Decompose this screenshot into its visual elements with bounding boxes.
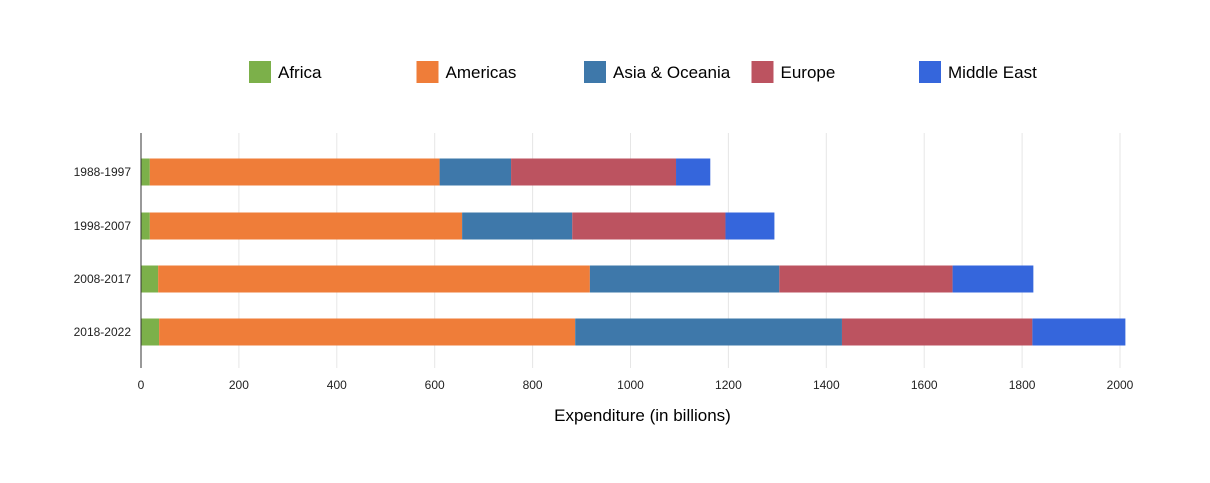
y-tick-label: 2008-2017 [74,272,132,286]
y-tick-label: 1998-2007 [74,219,132,233]
bar-segment-africa [141,212,150,240]
legend-label: Europe [781,63,836,82]
legend: Africa Americas Asia & Oceania Europe Middle… [249,61,1037,83]
x-tick-label: 1000 [617,378,644,392]
legend-label: Africa [278,63,322,82]
bars [141,158,1126,346]
x-tick-label: 2000 [1107,378,1134,392]
x-tick-label: 1400 [813,378,840,392]
bar-segment-asia-oceania [589,265,780,293]
bar-segment-americas [149,212,463,240]
legend-item: Asia & Oceania [584,61,731,83]
bar-segment-africa [141,318,160,346]
legend-label: Americas [446,63,517,82]
bar-segment-middle-east [952,265,1034,293]
bar-segment-europe [511,158,677,186]
x-tick-labels: 0 200 400 600 800 1000 1200 1400 1600 1800 2000 [138,378,1134,392]
legend-swatch [416,61,439,83]
x-tick-label: 200 [229,378,249,392]
bar-segment-middle-east [725,212,775,240]
bar-segment-asia-oceania [575,318,842,346]
bar-segment-africa [141,265,159,293]
x-tick-label: 0 [138,378,145,392]
x-tick-label: 1600 [911,378,938,392]
bar-segment-americas [149,158,440,186]
bar-segment-europe [779,265,953,293]
legend-swatch [584,61,606,83]
x-tick-label: 1800 [1009,378,1036,392]
bar-segment-asia-oceania [439,158,512,186]
x-tick-label: 600 [425,378,445,392]
bar-segment-asia-oceania [462,212,573,240]
legend-label: Middle East [948,63,1037,82]
legend-swatch [249,61,271,83]
bar-segment-europe [841,318,1033,346]
x-tick-label: 400 [327,378,347,392]
y-tick-label: 1988-1997 [74,165,132,179]
x-tick-label: 800 [523,378,543,392]
legend-swatch [751,61,774,83]
legend-item: Middle East [919,61,1037,83]
bar-segment-americas [158,265,590,293]
legend-item: Africa [249,61,322,83]
legend-item: Europe [751,61,836,83]
y-tick-label: 2018-2022 [74,325,132,339]
bar-segment-americas [159,318,576,346]
bar-segment-middle-east [1032,318,1126,346]
legend-item: Americas [416,61,517,83]
y-tick-labels: 1988-1997 1998-2007 2008-2017 2018-2022 [74,165,132,339]
bar-segment-africa [141,158,150,186]
bar-segment-europe [572,212,726,240]
x-tick-label: 1200 [715,378,742,392]
bar-segment-middle-east [676,158,711,186]
legend-swatch [919,61,941,83]
x-axis-title: Expenditure (in billions) [554,406,731,425]
legend-label: Asia & Oceania [613,63,731,82]
